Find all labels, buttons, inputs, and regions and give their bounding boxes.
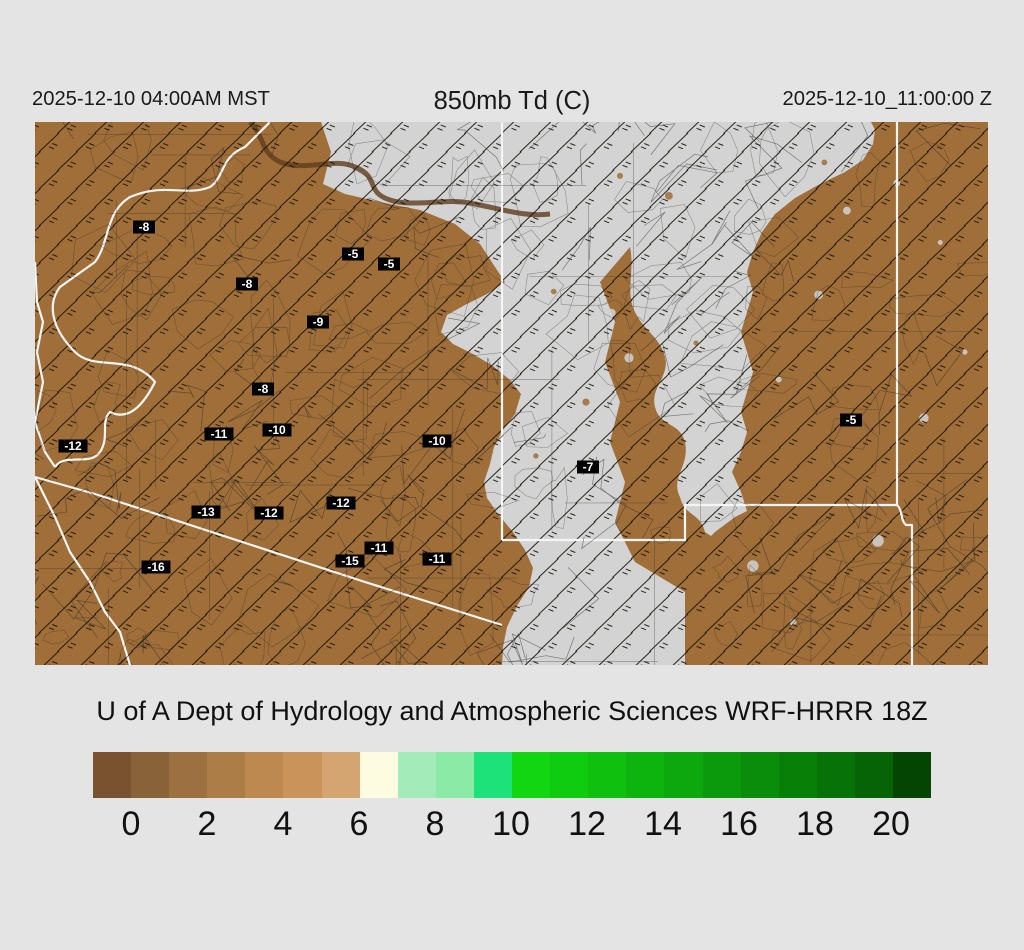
- svg-text:-16: -16: [147, 560, 165, 574]
- svg-text:-12: -12: [64, 439, 82, 453]
- svg-text:-11: -11: [429, 552, 446, 566]
- svg-text:-5: -5: [846, 413, 857, 427]
- svg-text:-12: -12: [260, 506, 278, 520]
- svg-text:-9: -9: [313, 315, 324, 329]
- svg-text:-7: -7: [583, 460, 594, 474]
- svg-text:-8: -8: [258, 382, 269, 396]
- svg-text:-15: -15: [341, 554, 359, 568]
- svg-text:-12: -12: [332, 496, 350, 510]
- svg-text:-8: -8: [242, 277, 253, 291]
- svg-text:-10: -10: [428, 434, 446, 448]
- svg-text:-10: -10: [268, 423, 286, 437]
- svg-text:-13: -13: [197, 505, 215, 519]
- svg-text:-5: -5: [384, 257, 395, 271]
- svg-text:-5: -5: [348, 247, 359, 261]
- svg-text:-11: -11: [371, 541, 388, 555]
- svg-text:-8: -8: [139, 220, 150, 234]
- svg-text:-11: -11: [211, 427, 228, 441]
